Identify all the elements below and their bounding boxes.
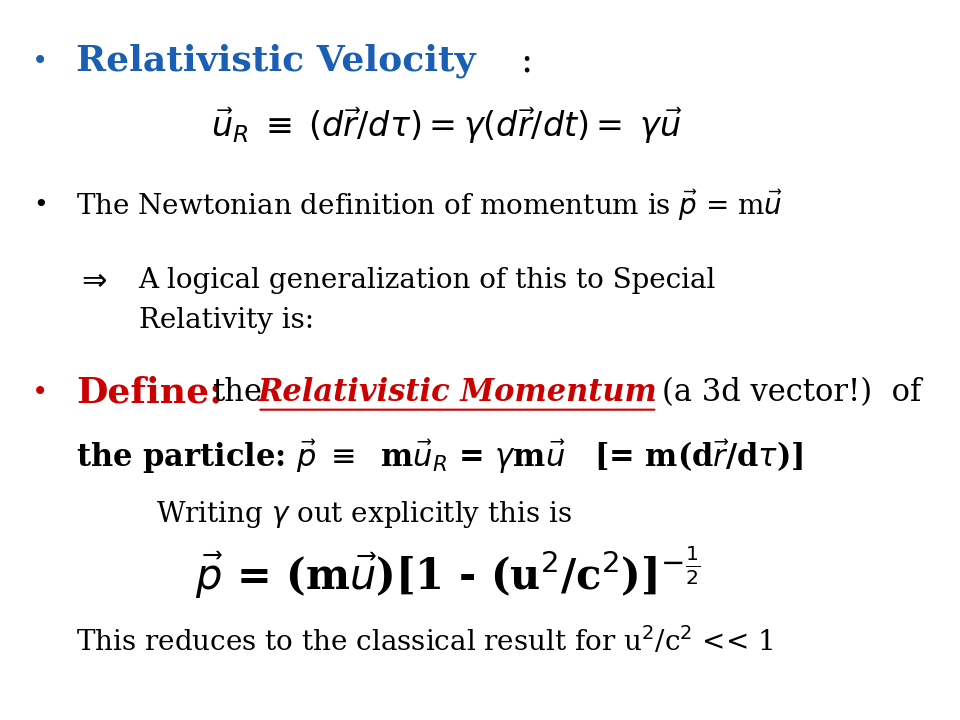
Text: Relativity is:: Relativity is: <box>138 307 314 334</box>
Text: $\vec{p}$ = (m$\vec{u}$)[1 - (u$^2$/c$^2$)]$^{-\frac{1}{2}}$: $\vec{p}$ = (m$\vec{u}$)[1 - (u$^2$/c$^2… <box>195 544 700 601</box>
Text: Relativistic Velocity: Relativistic Velocity <box>76 44 475 78</box>
Text: •: • <box>32 48 48 75</box>
Text: :: : <box>520 44 533 78</box>
Text: the: the <box>212 377 262 408</box>
Text: the particle: $\vec{p} \;\equiv\;$ m$\vec{u}_R$ = $\gamma$m$\vec{u}$$\quad$[= m(: the particle: $\vec{p} \;\equiv\;$ m$\ve… <box>76 438 804 476</box>
Text: •: • <box>33 193 48 217</box>
Text: $\Rightarrow$: $\Rightarrow$ <box>76 265 108 297</box>
Text: The Newtonian definition of momentum is $\vec{p}$ = m$\vec{u}$: The Newtonian definition of momentum is … <box>76 188 782 222</box>
Text: Writing $\gamma$ out explicitly this is: Writing $\gamma$ out explicitly this is <box>156 499 572 531</box>
Text: Define:: Define: <box>76 375 223 410</box>
Text: (a 3d vector!)  of: (a 3d vector!) of <box>661 377 921 408</box>
Text: $\vec{u}_R \;\equiv\; (d\vec{r}/d\tau) = \gamma(d\vec{r}/dt) = \;\gamma\vec{u}$: $\vec{u}_R \;\equiv\; (d\vec{r}/d\tau) =… <box>211 106 683 146</box>
Text: •: • <box>32 379 48 406</box>
Text: A logical generalization of this to Special: A logical generalization of this to Spec… <box>138 267 716 294</box>
Text: This reduces to the classical result for u$^2$/c$^2$ << 1: This reduces to the classical result for… <box>76 625 773 657</box>
Text: Relativistic Momentum: Relativistic Momentum <box>257 377 658 408</box>
